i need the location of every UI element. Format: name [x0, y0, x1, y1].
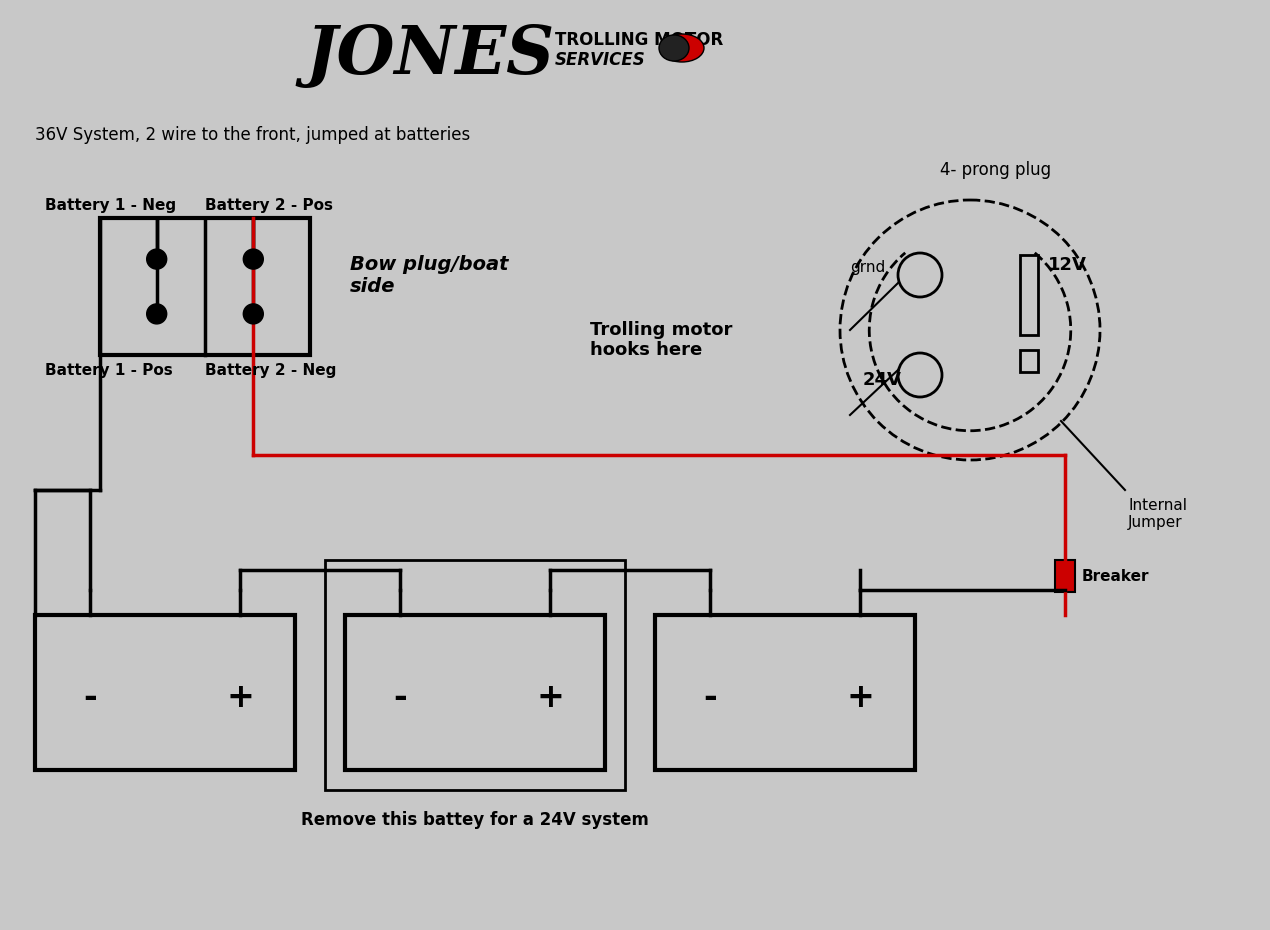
Circle shape — [898, 353, 942, 397]
Bar — [1020, 255, 1038, 335]
Circle shape — [898, 253, 942, 297]
Text: Bow plug/boat
side: Bow plug/boat side — [351, 255, 508, 296]
Bar — [345, 615, 605, 770]
Text: +: + — [226, 681, 254, 713]
Text: Battery 2 - Pos: Battery 2 - Pos — [204, 197, 333, 212]
Circle shape — [147, 249, 166, 269]
Text: Battery 1 - Pos: Battery 1 - Pos — [44, 363, 173, 378]
Text: 4- prong plug: 4- prong plug — [940, 161, 1052, 179]
Text: -: - — [704, 681, 716, 713]
Circle shape — [839, 200, 1100, 460]
Text: grnd: grnd — [850, 259, 885, 274]
Bar — [1055, 560, 1074, 592]
Bar — [655, 615, 914, 770]
Text: Trolling motor
hooks here: Trolling motor hooks here — [591, 321, 733, 359]
Text: Internal
Jumper: Internal Jumper — [1128, 498, 1187, 530]
Text: SERVICES: SERVICES — [555, 51, 645, 69]
Circle shape — [244, 249, 263, 269]
Text: +: + — [846, 681, 874, 713]
Text: 36V System, 2 wire to the front, jumped at batteries: 36V System, 2 wire to the front, jumped … — [36, 126, 470, 144]
Text: Battery 1 - Neg: Battery 1 - Neg — [44, 197, 177, 212]
Ellipse shape — [660, 34, 704, 62]
Text: Battery 2 - Neg: Battery 2 - Neg — [204, 363, 337, 378]
Text: -: - — [394, 681, 406, 713]
Ellipse shape — [659, 35, 690, 61]
Text: -: - — [83, 681, 97, 713]
Bar — [100, 218, 310, 355]
Text: JONES: JONES — [305, 22, 555, 87]
Text: 12V: 12V — [1048, 256, 1087, 274]
Text: 24V: 24V — [864, 371, 902, 389]
Bar — [1020, 350, 1038, 372]
Bar — [325, 560, 625, 790]
Circle shape — [244, 304, 263, 324]
Circle shape — [147, 304, 166, 324]
Text: Breaker: Breaker — [1082, 568, 1149, 583]
Text: +: + — [536, 681, 564, 713]
Text: Remove this battey for a 24V system: Remove this battey for a 24V system — [301, 811, 649, 829]
Bar — [36, 615, 295, 770]
Text: TROLLING MOTOR: TROLLING MOTOR — [555, 31, 723, 49]
